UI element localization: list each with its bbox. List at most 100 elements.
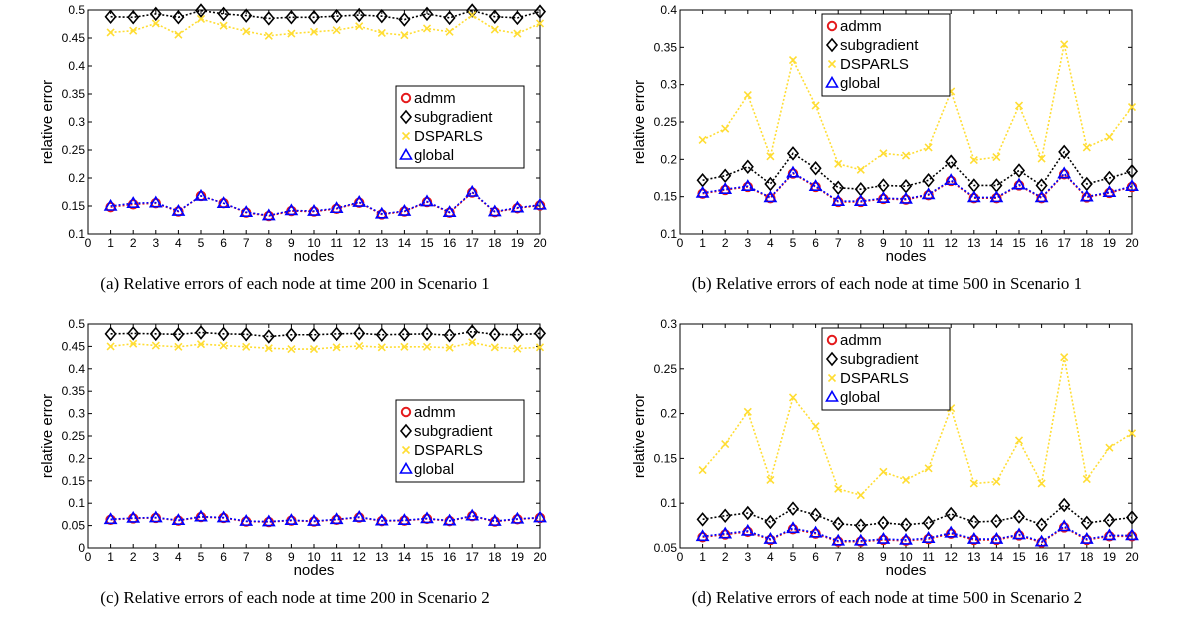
legend-label-subgradient: subgradient bbox=[414, 423, 493, 440]
y-tick-label: 0.1 bbox=[68, 227, 85, 241]
legend-label-admm: admm bbox=[414, 404, 456, 421]
caption-a: (a) Relative errors of each node at time… bbox=[0, 274, 590, 294]
x-tick-label: 6 bbox=[812, 550, 819, 564]
legend-label-admm: admm bbox=[414, 90, 456, 107]
y-tick-label: 0.1 bbox=[660, 227, 677, 241]
x-tick-label: 20 bbox=[533, 550, 547, 564]
y-tick-label: 0.5 bbox=[68, 317, 85, 331]
x-tick-label: 17 bbox=[1058, 236, 1072, 250]
x-tick-label: 8 bbox=[265, 236, 272, 250]
x-tick-label: 18 bbox=[1080, 550, 1094, 564]
x-tick-label: 15 bbox=[420, 236, 434, 250]
y-tick-label: 0.2 bbox=[68, 451, 85, 465]
x-tick-label: 15 bbox=[420, 550, 434, 564]
y-tick-label: 0.3 bbox=[68, 115, 85, 129]
x-tick-label: 15 bbox=[1012, 236, 1026, 250]
x-tick-label: 19 bbox=[511, 550, 525, 564]
x-tick-label: 14 bbox=[990, 550, 1004, 564]
y-tick-label: 0.4 bbox=[68, 59, 85, 73]
legend-label-subgradient: subgradient bbox=[840, 351, 919, 368]
legend: admmsubgradientDSPARLSglobal bbox=[822, 14, 950, 96]
y-axis-label: relative error bbox=[39, 394, 56, 478]
x-tick-label: 17 bbox=[1058, 550, 1072, 564]
x-tick-label: 1 bbox=[699, 236, 706, 250]
x-tick-label: 16 bbox=[443, 236, 457, 250]
y-tick-label: 0.1 bbox=[68, 496, 85, 510]
y-tick-label: 0.45 bbox=[62, 339, 86, 353]
x-tick-label: 15 bbox=[1012, 550, 1026, 564]
x-tick-label: 20 bbox=[533, 236, 547, 250]
x-tick-label: 20 bbox=[1125, 236, 1139, 250]
y-tick-label: 0.35 bbox=[654, 40, 678, 54]
y-tick-label: 0.1 bbox=[660, 496, 677, 510]
chart-panel-a: 0 1 2 3 4 5 6 7 8 9 10 11 12 13 14 15 16 17 18 19 20 0.1 0.15 0… bbox=[0, 0, 590, 306]
x-tick-label: 1 bbox=[699, 550, 706, 564]
y-tick-label: 0.15 bbox=[62, 474, 86, 488]
x-tick-label: 5 bbox=[790, 236, 797, 250]
y-axis-label: relative error bbox=[631, 80, 648, 164]
legend: admmsubgradientDSPARLSglobal bbox=[396, 400, 524, 482]
x-tick-label: 14 bbox=[990, 236, 1004, 250]
legend-label-subgradient: subgradient bbox=[414, 109, 493, 126]
x-tick-label: 7 bbox=[243, 236, 250, 250]
chart-a: 0 1 2 3 4 5 6 7 8 9 10 11 12 13 14 15 16 17 18 19 200.10.150… bbox=[0, 0, 590, 268]
x-tick-label: 17 bbox=[466, 236, 480, 250]
y-tick-label: 0.25 bbox=[654, 362, 678, 376]
legend-label-admm: admm bbox=[840, 18, 882, 35]
x-tick-label: 12 bbox=[353, 550, 367, 564]
x-tick-label: 14 bbox=[398, 236, 412, 250]
x-tick-label: 13 bbox=[375, 236, 389, 250]
y-tick-label: 0.2 bbox=[68, 171, 85, 185]
legend-label-subgradient: subgradient bbox=[840, 37, 919, 54]
y-tick-label: 0.25 bbox=[654, 115, 678, 129]
x-tick-label: 12 bbox=[945, 550, 959, 564]
x-tick-label: 0 bbox=[677, 550, 684, 564]
x-tick-label: 7 bbox=[835, 550, 842, 564]
x-tick-label: 19 bbox=[1103, 236, 1117, 250]
legend-label-admm: admm bbox=[840, 332, 882, 349]
x-tick-label: 8 bbox=[857, 550, 864, 564]
y-tick-label: 0.15 bbox=[654, 451, 678, 465]
legend-label-global: global bbox=[840, 389, 880, 406]
y-tick-label: 0.4 bbox=[68, 362, 85, 376]
chart-c: 0 1 2 3 4 5 6 7 8 9 10 11 12 13 14 15 16 17 18 19 2000.050.1… bbox=[0, 314, 590, 582]
x-tick-label: 20 bbox=[1125, 550, 1139, 564]
x-tick-label: 4 bbox=[767, 236, 774, 250]
x-tick-label: 6 bbox=[220, 550, 227, 564]
x-axis-label: nodes bbox=[294, 562, 335, 579]
y-tick-label: 0.45 bbox=[62, 31, 86, 45]
x-tick-label: 13 bbox=[967, 550, 981, 564]
x-tick-label: 18 bbox=[488, 550, 502, 564]
x-tick-label: 2 bbox=[722, 550, 729, 564]
legend-label-DSPARLS: DSPARLS bbox=[414, 128, 483, 145]
caption-d: (d) Relative errors of each node at time… bbox=[592, 588, 1182, 608]
y-tick-label: 0.2 bbox=[660, 407, 677, 421]
x-tick-label: 5 bbox=[790, 550, 797, 564]
y-tick-label: 0.25 bbox=[62, 143, 86, 157]
x-tick-label: 5 bbox=[198, 550, 205, 564]
x-tick-label: 8 bbox=[857, 236, 864, 250]
x-tick-label: 13 bbox=[967, 236, 981, 250]
x-tick-label: 18 bbox=[1080, 236, 1094, 250]
y-tick-label: 0.35 bbox=[62, 87, 86, 101]
x-tick-label: 12 bbox=[945, 236, 959, 250]
x-tick-label: 3 bbox=[152, 550, 159, 564]
x-tick-label: 4 bbox=[175, 550, 182, 564]
x-tick-label: 18 bbox=[488, 236, 502, 250]
y-axis-label: relative error bbox=[631, 394, 648, 478]
x-axis-label: nodes bbox=[886, 562, 927, 579]
chart-panel-b: 0 1 2 3 4 5 6 7 8 9 10 11 12 13 14 15 16 17 18 19 20 0.1 0.15 0… bbox=[592, 0, 1182, 306]
x-tick-label: 0 bbox=[85, 550, 92, 564]
x-tick-label: 12 bbox=[353, 236, 367, 250]
x-tick-label: 0 bbox=[677, 236, 684, 250]
caption-c: (c) Relative errors of each node at time… bbox=[0, 588, 590, 608]
legend-label-global: global bbox=[414, 147, 454, 164]
y-tick-label: 0.15 bbox=[654, 190, 678, 204]
y-tick-label: 0.2 bbox=[660, 152, 677, 166]
legend: admm subgradient DSPARLS global bbox=[396, 86, 524, 168]
x-tick-label: 14 bbox=[398, 550, 412, 564]
x-tick-label: 6 bbox=[812, 236, 819, 250]
y-tick-label: 0.3 bbox=[660, 78, 677, 92]
x-tick-label: 6 bbox=[220, 236, 227, 250]
y-tick-label: 0.05 bbox=[62, 519, 86, 533]
